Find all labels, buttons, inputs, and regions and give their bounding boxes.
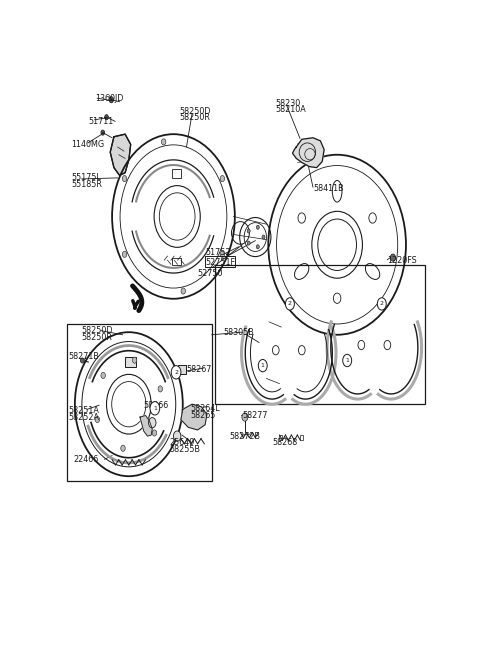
Circle shape <box>390 254 396 261</box>
Text: 51752: 51752 <box>205 248 230 257</box>
Polygon shape <box>292 138 324 168</box>
Text: 58252A: 58252A <box>68 413 99 422</box>
Circle shape <box>101 130 105 135</box>
Circle shape <box>262 235 265 239</box>
Bar <box>178 365 186 374</box>
Text: 1140MG: 1140MG <box>71 140 104 149</box>
Circle shape <box>150 401 160 415</box>
Text: 25649: 25649 <box>170 438 195 448</box>
Circle shape <box>95 416 99 423</box>
Bar <box>300 435 303 440</box>
Text: 2: 2 <box>380 301 384 307</box>
Text: 58277: 58277 <box>242 411 268 420</box>
Circle shape <box>81 358 84 363</box>
Text: 52751F: 52751F <box>205 259 235 267</box>
Text: 58250D: 58250D <box>82 326 113 335</box>
Bar <box>172 258 181 265</box>
Bar <box>125 357 136 367</box>
Text: 2: 2 <box>288 301 292 307</box>
Polygon shape <box>140 415 152 436</box>
Bar <box>216 265 424 404</box>
Circle shape <box>258 359 267 372</box>
Text: 58267: 58267 <box>186 365 212 374</box>
Circle shape <box>122 176 127 182</box>
Circle shape <box>152 430 156 436</box>
Text: 55175L: 55175L <box>71 174 101 182</box>
Text: 1220FS: 1220FS <box>387 256 417 265</box>
Circle shape <box>286 298 294 310</box>
Circle shape <box>148 418 156 428</box>
Text: 58305B: 58305B <box>224 328 254 337</box>
Circle shape <box>105 115 108 120</box>
Text: 52750: 52750 <box>198 269 223 277</box>
Text: 58251A: 58251A <box>68 406 99 415</box>
Polygon shape <box>110 134 131 175</box>
Text: 58230: 58230 <box>276 99 301 108</box>
Text: 58268: 58268 <box>272 438 297 448</box>
Text: 22466: 22466 <box>73 455 98 464</box>
Text: 58265: 58265 <box>190 411 216 420</box>
Text: 58272B: 58272B <box>229 432 260 441</box>
Text: 1360JD: 1360JD <box>96 94 124 103</box>
Circle shape <box>171 365 181 379</box>
Text: 58255B: 58255B <box>170 445 201 454</box>
Circle shape <box>377 298 386 310</box>
Text: 58250D: 58250D <box>179 106 211 116</box>
Text: 58250R: 58250R <box>82 333 112 342</box>
Circle shape <box>220 251 225 257</box>
Circle shape <box>256 244 259 249</box>
Circle shape <box>161 139 166 145</box>
Text: 58210A: 58210A <box>276 106 307 114</box>
Text: 58266: 58266 <box>144 401 169 409</box>
Circle shape <box>256 225 259 229</box>
Circle shape <box>101 372 106 379</box>
Text: 1: 1 <box>345 358 349 363</box>
Circle shape <box>242 413 248 422</box>
Text: 58411B: 58411B <box>313 184 344 192</box>
Circle shape <box>122 251 127 257</box>
Text: 51711: 51711 <box>88 117 113 126</box>
Circle shape <box>220 176 225 182</box>
Bar <box>279 435 282 440</box>
Text: 1: 1 <box>261 363 264 368</box>
Circle shape <box>121 445 125 452</box>
Circle shape <box>109 97 114 103</box>
Bar <box>172 168 181 178</box>
Circle shape <box>247 241 250 245</box>
Circle shape <box>343 354 352 367</box>
Text: 58271B: 58271B <box>68 353 99 361</box>
Polygon shape <box>181 404 207 430</box>
Circle shape <box>132 357 137 363</box>
Circle shape <box>158 386 163 392</box>
Text: 58250R: 58250R <box>179 113 210 122</box>
Circle shape <box>247 229 250 233</box>
Text: 1: 1 <box>153 406 157 411</box>
Bar <box>205 256 235 267</box>
Text: 2: 2 <box>174 370 178 375</box>
Circle shape <box>173 431 181 442</box>
Text: 58264L: 58264L <box>190 404 220 413</box>
Bar <box>67 325 212 482</box>
Circle shape <box>181 288 185 294</box>
Text: 55185R: 55185R <box>71 180 102 189</box>
